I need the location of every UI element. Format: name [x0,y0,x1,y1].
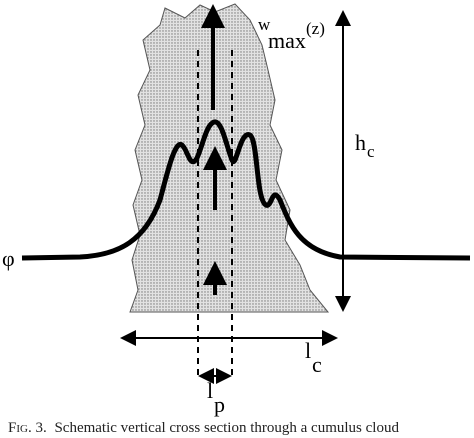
lc-sub: c [312,352,322,377]
hc-base: h [355,130,366,155]
lp-base: l [207,378,213,403]
dashed-lines [197,50,233,380]
hc-sub: c [367,142,375,161]
lc-base: l [305,338,311,363]
phi: φ [2,246,15,271]
phi-curve [21,119,471,261]
wmax-arg: (z) [306,19,325,38]
caption-text: Schematic vertical cross section through… [54,420,399,436]
lp-sub: p [214,392,225,417]
caption-label: Fig. 3. [8,420,47,436]
caption: Fig. 3. Schematic vertical cross section… [8,420,399,436]
wmax-base: w [258,15,271,34]
wmax-sub: max [268,28,306,53]
